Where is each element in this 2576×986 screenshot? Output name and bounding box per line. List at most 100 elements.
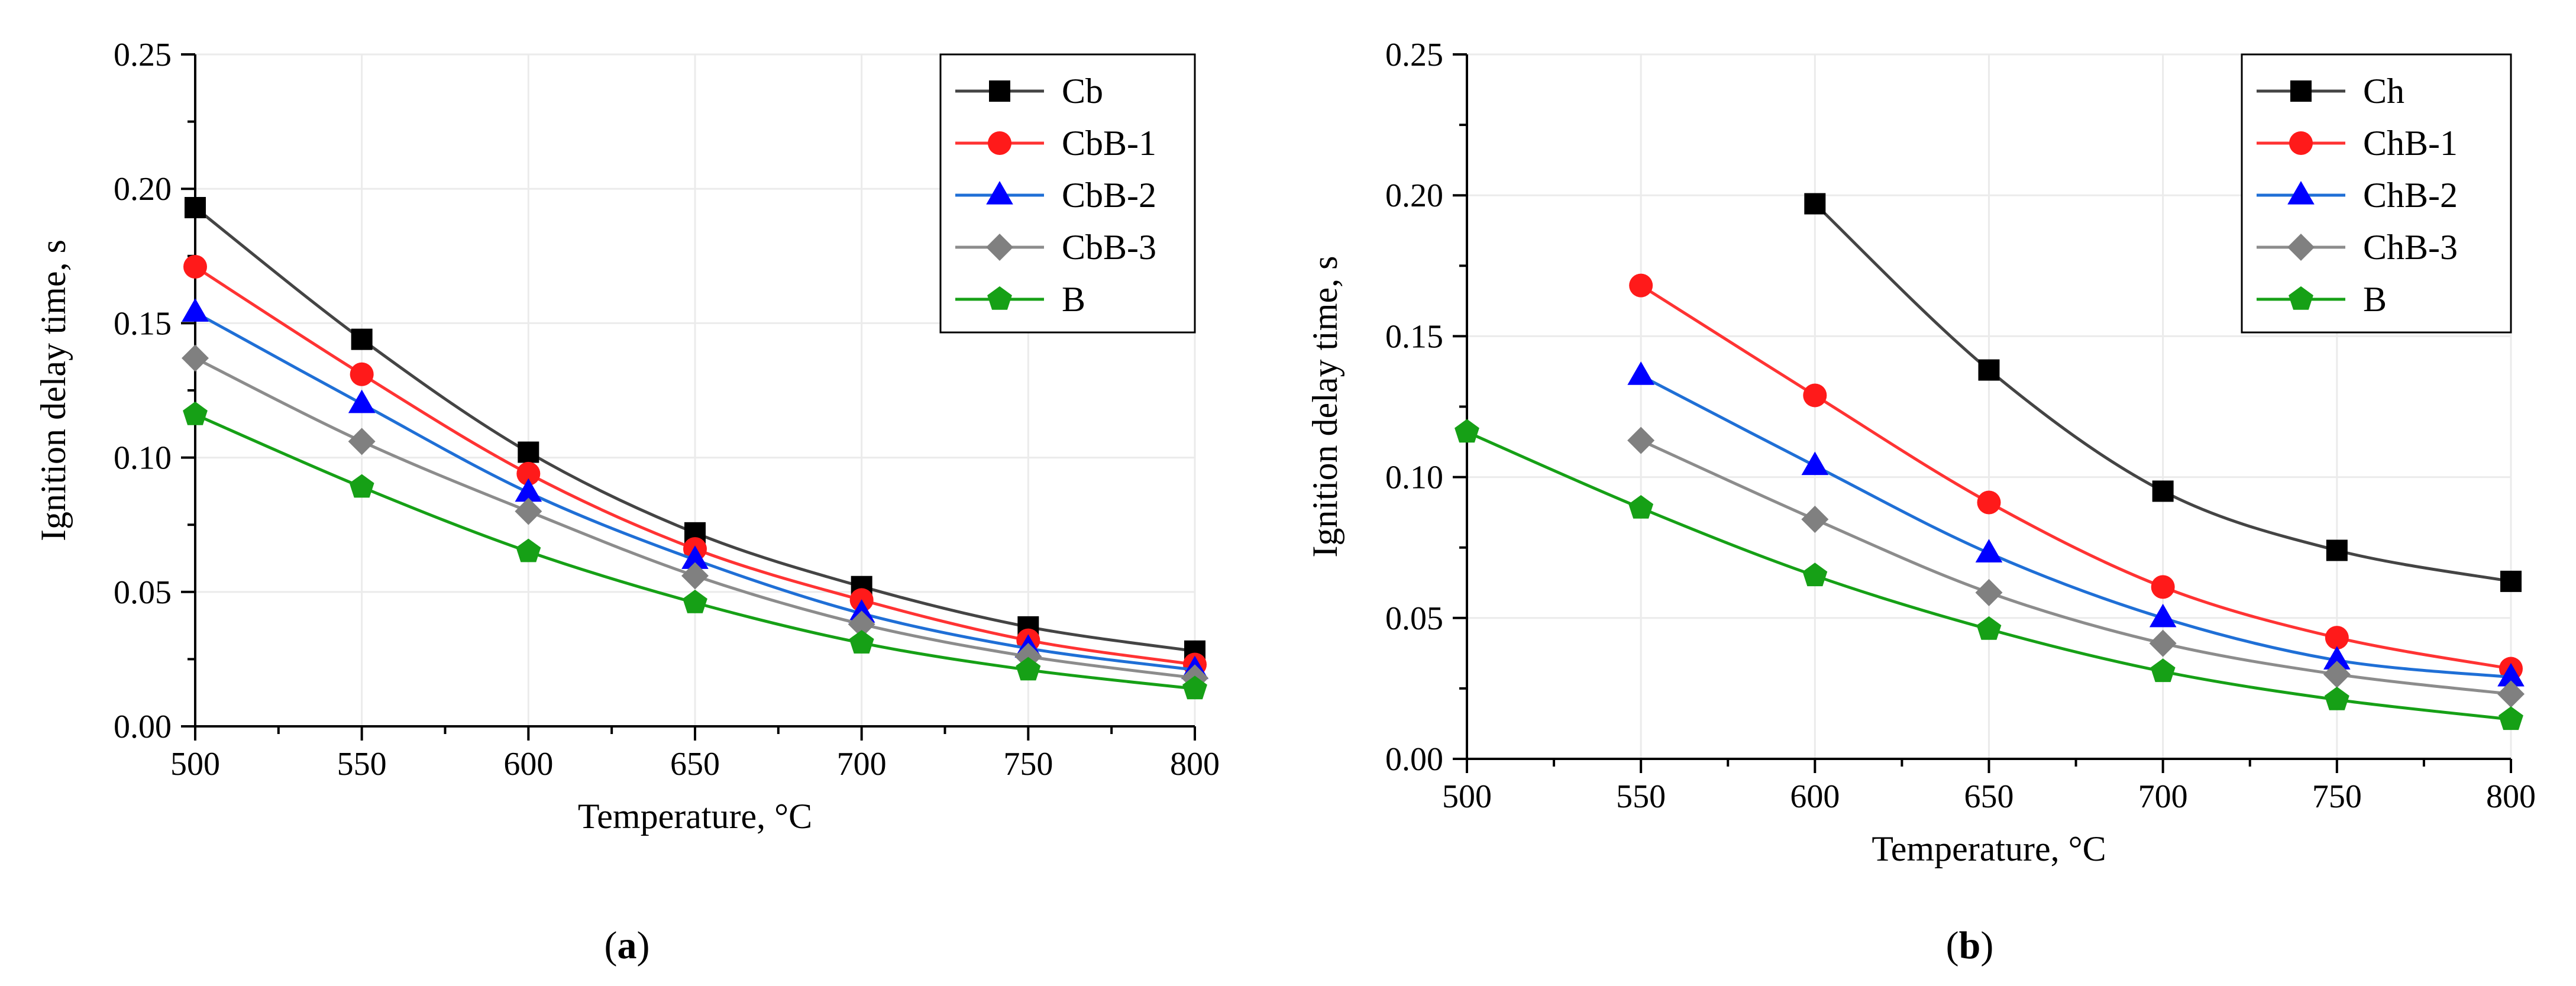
x-tick-label: 700 — [2138, 778, 2188, 815]
data-point-cbb-3 — [515, 497, 542, 525]
x-tick-label: 500 — [1442, 778, 1492, 815]
data-point-cb — [518, 441, 539, 463]
legend-marker — [2289, 286, 2313, 310]
caption-part: ( — [605, 924, 618, 967]
legend-label: Ch — [2363, 72, 2404, 111]
data-point-chb-2 — [2323, 646, 2351, 670]
legend-label: ChB-2 — [2363, 176, 2458, 215]
legend-marker — [989, 80, 1010, 102]
data-point-b — [1455, 419, 1479, 443]
x-tick-label: 650 — [670, 746, 720, 783]
data-point-b — [349, 474, 374, 498]
x-tick-label: 550 — [1616, 778, 1666, 815]
legend-label: CbB-3 — [1062, 228, 1156, 267]
data-point-ch — [2152, 480, 2174, 502]
series-b — [1455, 419, 2523, 730]
x-tick-label: 800 — [2486, 778, 2536, 815]
data-point-b — [1802, 562, 1828, 587]
data-point-chb-2 — [2497, 662, 2525, 687]
data-point-chb-2 — [1627, 361, 1654, 385]
data-point-chb-3 — [2149, 629, 2177, 657]
x-axis-label: Temperature, °C — [1872, 829, 2106, 868]
data-point-chb-2 — [1801, 451, 1829, 476]
series-line-chb-3 — [1640, 439, 2512, 696]
data-point-chb-3 — [2497, 680, 2525, 708]
data-point-ch — [1978, 359, 2000, 381]
legend-box — [939, 53, 1196, 334]
data-point-cbb-2 — [515, 478, 542, 502]
x-tick-label: 750 — [2312, 778, 2362, 815]
data-point-ch — [1804, 193, 1826, 215]
y-tick-label: 0.20 — [1385, 177, 1443, 214]
series-cbb-3 — [182, 344, 1208, 692]
axes: 500 550 600 650 700 750 800 0.00 0.05 0.10 0.15 0.2… — [1385, 37, 2536, 815]
legend-item-b: B — [2257, 280, 2387, 319]
data-point-chb-3 — [2323, 661, 2351, 688]
caption-part: ) — [1980, 924, 1993, 967]
data-point-cbb-3 — [681, 562, 709, 590]
data-point-ch — [2326, 539, 2348, 561]
y-tick-label: 0.10 — [114, 440, 172, 477]
legend-label: ChB-1 — [2363, 124, 2458, 163]
chart-a: 500 550 600 650 700 750 800 0.00 0.05 0.10 0.15 0.2… — [34, 37, 1220, 967]
data-point-b — [2150, 658, 2176, 683]
legend-item-chb-1: ChB-1 — [2257, 124, 2458, 163]
data-point-b — [516, 538, 541, 562]
series-line-chb-1 — [1640, 284, 2512, 671]
x-tick-label: 800 — [1170, 746, 1220, 783]
y-tick-label: 0.05 — [1385, 600, 1443, 637]
series-chb-2 — [1627, 361, 2525, 687]
legend-item-ch: Ch — [2257, 72, 2404, 111]
legend: Cb CbB-1 CbB-2 CbB-3 B — [939, 53, 1196, 334]
data-point-b — [1182, 675, 1207, 700]
y-tick-label: 0.00 — [114, 709, 172, 745]
x-tick-label: 600 — [503, 746, 553, 783]
legend-item-chb-2: ChB-2 — [2257, 176, 2458, 215]
data-point-cbb-1 — [350, 362, 374, 386]
y-tick-label: 0.00 — [1385, 741, 1443, 778]
caption-part: b — [1959, 924, 1981, 967]
legend-label: ChB-3 — [2363, 228, 2458, 267]
data-point-chb-1 — [1803, 383, 1827, 408]
caption-part: a — [618, 924, 637, 967]
data-point-cbb-1 — [183, 254, 207, 279]
legend-marker — [986, 181, 1013, 205]
data-point-chb-1 — [1629, 273, 1653, 298]
x-axis-label: Temperature, °C — [578, 797, 812, 836]
legend-label: B — [2363, 280, 2387, 319]
x-tick-label: 650 — [1964, 778, 2014, 815]
y-tick-label: 0.05 — [114, 574, 172, 611]
y-tick-label: 0.10 — [1385, 460, 1443, 496]
series-ch — [1804, 193, 2522, 592]
data-point-b — [183, 401, 208, 425]
legend-label: CbB-2 — [1062, 176, 1156, 215]
data-point-cb — [351, 328, 373, 350]
legend-label: B — [1062, 280, 1085, 319]
legend-item-cbb-1: CbB-1 — [955, 124, 1156, 163]
data-point-cbb-2 — [182, 298, 209, 322]
data-point-cbb-2 — [681, 545, 709, 569]
legend-marker — [2287, 234, 2315, 261]
chart-caption: (a) — [605, 924, 650, 967]
caption-part: ) — [637, 924, 650, 967]
legend: Ch ChB-1 ChB-2 ChB-3 B — [2241, 53, 2512, 334]
y-tick-label: 0.15 — [114, 305, 172, 342]
legend-item-chb-3: ChB-3 — [2257, 228, 2458, 267]
data-point-chb-3 — [1801, 506, 1829, 534]
data-point-chb-1 — [1977, 490, 2001, 515]
y-axis-label: Ignition delay time, s — [1305, 256, 1344, 558]
legend-marker — [2290, 80, 2312, 102]
legend-box — [2241, 53, 2512, 334]
data-point-chb-1 — [2151, 575, 2175, 599]
chart-caption: (b) — [1946, 924, 1994, 967]
y-axis-label: Ignition delay time, s — [34, 240, 73, 541]
data-point-cbb-3 — [182, 344, 209, 372]
data-point-chb-2 — [1975, 539, 2003, 562]
legend-marker — [987, 286, 1012, 310]
data-point-cbb-2 — [348, 389, 376, 413]
x-tick-label: 700 — [837, 746, 887, 783]
data-point-b — [1976, 616, 2002, 640]
legend-marker — [986, 234, 1013, 261]
legend-item-cb: Cb — [955, 72, 1103, 111]
data-point-chb-2 — [2149, 603, 2177, 628]
